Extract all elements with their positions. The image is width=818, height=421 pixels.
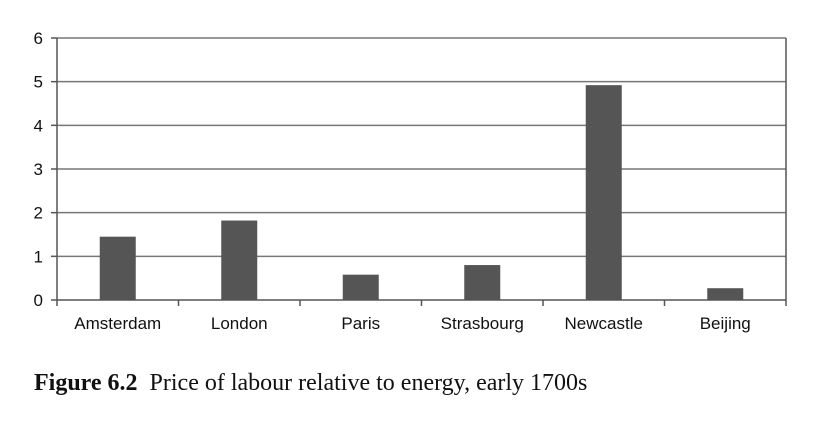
- figure-caption: Figure 6.2 Price of labour relative to e…: [34, 370, 587, 397]
- figure-caption-text: Price of labour relative to energy, earl…: [149, 370, 588, 396]
- x-tick-label: Paris: [341, 314, 380, 333]
- bar-london: [221, 220, 258, 300]
- y-tick-label: 5: [34, 73, 43, 92]
- x-tick-label: Newcastle: [565, 314, 643, 333]
- y-tick-label: 1: [34, 247, 43, 266]
- gridlines: [57, 37, 786, 258]
- bar-beijing: [707, 288, 744, 300]
- bars: [99, 85, 744, 300]
- x-tick-label: London: [211, 314, 268, 333]
- y-tick-label: 6: [34, 29, 43, 48]
- x-tick-label: Amsterdam: [74, 314, 161, 333]
- axes: [51, 37, 787, 306]
- bar-amsterdam: [99, 236, 136, 300]
- y-tick-label: 4: [34, 116, 43, 135]
- x-tick-label: Strasbourg: [441, 314, 524, 333]
- tick-labels: 0 1 2 3 4 5 6 Amsterdam London Paris Strasbourg New…: [34, 29, 751, 333]
- y-tick-label: 3: [34, 160, 43, 179]
- bar-newcastle: [585, 85, 622, 300]
- y-tick-label: 0: [34, 291, 43, 310]
- bar-strasbourg: [464, 265, 501, 300]
- bar-paris: [342, 274, 379, 300]
- figure-number: Figure 6.2: [34, 370, 138, 396]
- x-tick-label: Beijing: [700, 314, 751, 333]
- y-tick-label: 2: [34, 204, 43, 223]
- bar-chart: 0 1 2 3 4 5 6 Amsterdam London Paris Strasbourg New…: [34, 29, 787, 333]
